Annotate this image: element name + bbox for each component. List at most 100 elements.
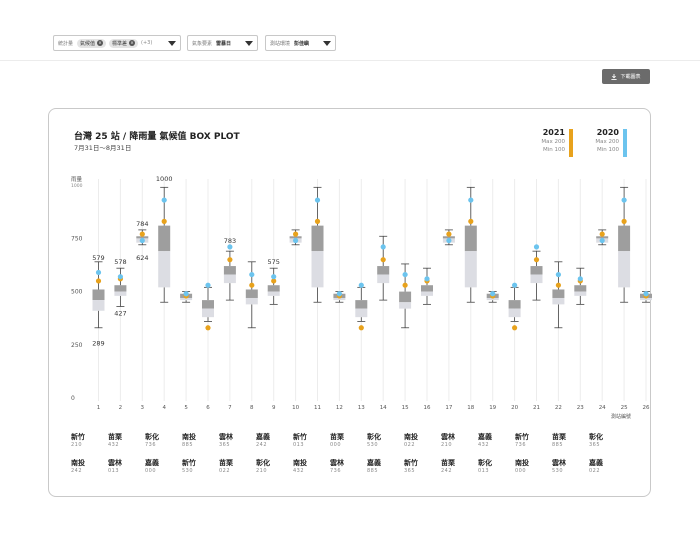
station-code: 210: [256, 468, 268, 474]
x-tick-label: 20: [511, 405, 518, 411]
point-2020: [249, 271, 255, 278]
station-code: 530: [367, 442, 379, 448]
station-code: 885: [552, 442, 564, 448]
chevron-down-icon[interactable]: [323, 40, 331, 46]
x-tick-label: 19: [489, 405, 496, 411]
station-name: 彰化: [145, 433, 159, 441]
chip-remove-icon[interactable]: ×: [129, 40, 136, 46]
station-name: 雲林: [330, 459, 344, 467]
station-name: 新竹: [515, 433, 529, 441]
point-2020: [336, 291, 342, 297]
chart-card: 台灣 25 站 / 降雨量 氣候值 BOX PLOT 7月31日～8月31日 2…: [48, 108, 652, 497]
point-2020: [293, 237, 299, 244]
point-2021: [380, 257, 386, 263]
point-2020: [227, 244, 233, 250]
point-2021: [533, 257, 540, 263]
station-name: 新竹: [293, 433, 307, 441]
point-2020: [183, 291, 189, 297]
station-code: 013: [293, 442, 305, 448]
box-upper-quartile: [245, 289, 258, 298]
point-2020: [161, 197, 167, 203]
point-2020: [533, 244, 540, 250]
station-name: 南投: [71, 459, 85, 467]
x-tick-label: 14: [380, 405, 387, 411]
station-code: 210: [441, 442, 453, 448]
point-2020: [446, 237, 452, 244]
station-code: 365: [404, 468, 416, 474]
station-item: 彰化 530: [367, 433, 407, 449]
legend-2020: 2020 Max 200 Min 100: [579, 128, 627, 157]
box-lower-quartile: [158, 251, 171, 288]
station-name: 苗栗: [330, 433, 344, 441]
box-lower-quartile: [355, 308, 368, 318]
box-upper-quartile: [618, 225, 631, 252]
point-2021: [314, 218, 321, 224]
x-tick-label: 8: [250, 405, 254, 411]
point-2020: [555, 271, 561, 278]
box-upper-quartile: [399, 291, 412, 303]
box-upper-quartile: [267, 285, 280, 292]
point-2020: [512, 282, 518, 288]
element-filter[interactable]: 氣象要素 雷暴日: [187, 35, 258, 51]
legend-2021: 2021 Max 200 Min 100: [525, 128, 573, 157]
station-name: 彰化: [478, 459, 492, 467]
point-2021: [468, 218, 474, 224]
data-label: 579: [92, 254, 104, 262]
y-axis-label: 雨量: [71, 176, 83, 183]
point-2020: [314, 197, 321, 203]
data-label: 289: [92, 340, 104, 348]
station-code: 242: [441, 468, 453, 474]
box-lower-quartile: [618, 251, 631, 288]
station-code: 530: [182, 468, 194, 474]
chevron-down-icon[interactable]: [168, 40, 176, 46]
station-item: 彰化 013: [478, 459, 518, 475]
station-item: 嘉義 242: [256, 433, 296, 449]
station-code: 365: [589, 442, 601, 448]
box-lower-quartile: [464, 251, 477, 288]
legend-2020-min: Min 100: [596, 147, 619, 153]
legend-2021-max: Max 200: [541, 139, 565, 145]
top-filter-bar: 統計量 氣候值 × 標準差 × (+3) 氣象要素 雷暴日 測站環境 彭佳嶼: [0, 0, 700, 61]
station-name: 苗栗: [552, 433, 566, 441]
box-lower-quartile: [333, 297, 346, 301]
station-name: 雲林: [441, 433, 455, 441]
station-item: 雲林 013: [108, 459, 148, 475]
box-upper-quartile: [114, 285, 127, 292]
x-tick-label: 12: [336, 405, 343, 411]
station-item: 彰化 736: [145, 433, 185, 449]
station-code: 736: [330, 468, 342, 474]
chip-remove-icon[interactable]: ×: [97, 40, 104, 46]
statistic-filter[interactable]: 統計量 氣候值 × 標準差 × (+3): [53, 35, 181, 51]
box-upper-quartile: [530, 266, 543, 275]
chip-stddev[interactable]: 標準差 ×: [109, 38, 139, 48]
box-lower-quartile: [421, 291, 433, 296]
station-filter[interactable]: 測站環境 彭佳嶼: [265, 35, 336, 51]
chip-climate[interactable]: 氣候值 ×: [77, 38, 107, 48]
station-name: 雲林: [108, 459, 122, 467]
station-code: 530: [552, 468, 564, 474]
box-lower-quartile: [114, 291, 127, 296]
station-name: 新竹: [404, 459, 418, 467]
box-upper-quartile: [377, 266, 390, 275]
chevron-down-icon[interactable]: [245, 40, 253, 46]
legend-2021-min: Min 100: [542, 147, 565, 153]
box-lower-quartile: [311, 251, 324, 288]
box-lower-quartile: [202, 308, 214, 318]
legend-2020-year: 2020: [596, 128, 619, 137]
box-upper-quartile: [464, 225, 477, 252]
point-2020: [139, 237, 145, 244]
x-tick-label: 22: [555, 405, 562, 411]
station-name: 嘉義: [145, 459, 159, 467]
download-chart-button[interactable]: 下載圖表: [602, 69, 650, 84]
box-lower-quartile: [574, 291, 587, 296]
point-2020: [358, 282, 364, 288]
statistic-filter-label: 統計量: [58, 40, 74, 47]
x-tick-label: 23: [577, 405, 584, 411]
station-name: 雲林: [552, 459, 566, 467]
point-2021: [205, 325, 211, 331]
station-name: 南投: [404, 433, 418, 441]
point-2021: [249, 282, 255, 288]
box-lower-quartile: [245, 297, 258, 305]
station-name: 南投: [182, 433, 196, 441]
point-2020: [599, 237, 605, 244]
